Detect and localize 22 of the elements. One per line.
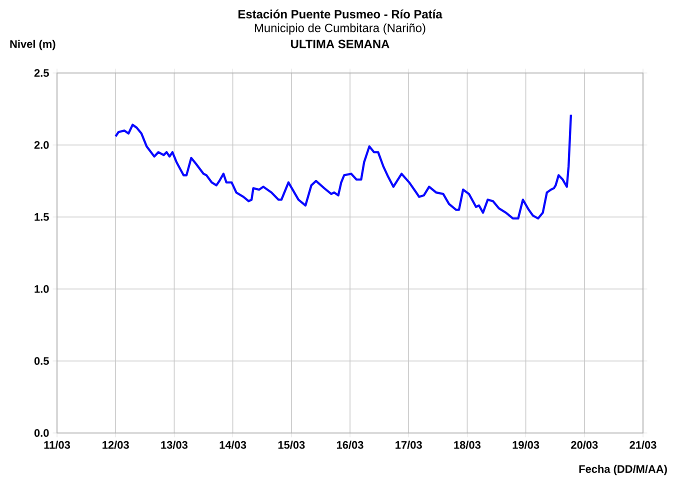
x-tick-label: 20/03 xyxy=(571,440,598,449)
x-tick-label: 16/03 xyxy=(336,440,364,449)
x-tick-label: 18/03 xyxy=(454,440,481,449)
y-tick-label: 0.5 xyxy=(34,357,49,365)
x-tick-label: 12/03 xyxy=(102,440,129,449)
x-axis-title: Fecha (DD/M/AA) xyxy=(579,464,667,476)
y-tick-label: 0.0 xyxy=(34,429,49,437)
y-tick-label: 1.0 xyxy=(34,285,49,293)
x-tick-label: 19/03 xyxy=(512,440,540,449)
y-tick-label: 2.0 xyxy=(34,141,49,149)
x-tick-label: 11/03 xyxy=(44,440,70,449)
chart-subtitle: Municipio de Cumbitara (Nariño) xyxy=(254,23,426,35)
x-tick-label: 15/03 xyxy=(278,440,305,449)
x-tick-label: 13/03 xyxy=(161,440,188,449)
x-tick-label: 21/03 xyxy=(630,440,656,449)
chart-title: Estación Puente Pusmeo - Río Patía xyxy=(238,10,442,18)
x-tick-label: 17/03 xyxy=(396,440,422,449)
y-tick-label: 1.5 xyxy=(34,213,49,221)
text: ULTIMA SEMANA xyxy=(291,40,390,48)
x-tick-label: 14/03 xyxy=(220,440,246,449)
y-axis-title: Nivel (m) xyxy=(10,40,56,50)
y-tick-label: 2.5 xyxy=(34,69,49,77)
